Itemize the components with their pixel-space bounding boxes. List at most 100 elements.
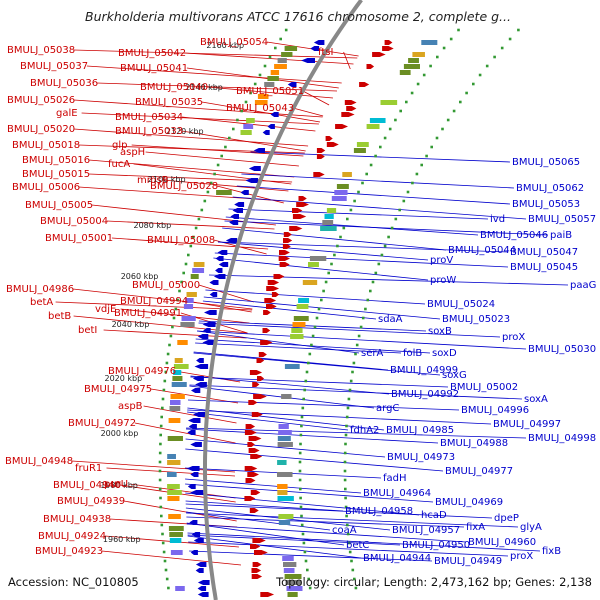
gc-dot [197,217,201,221]
gc-dot [416,82,420,86]
leader-line [187,534,401,546]
leader-line [189,550,433,562]
gc-dot [298,460,302,464]
gene-label-left: BMULJ_05026 [7,95,75,106]
cog-block [281,394,292,399]
gene-label-left: BMULJ_05001 [45,233,113,244]
gc-dot [355,343,359,347]
leader-line [185,478,362,494]
gc-dot [244,100,248,104]
leader-line [189,384,523,400]
gc-dot [298,451,302,455]
gc-dot [380,253,384,257]
gc-dot [394,217,398,221]
cog-block [274,64,287,69]
gene-label-right: BMULJ_05044 [448,245,516,256]
cog-block [287,592,298,597]
leader-line [186,427,527,439]
cog-block [277,442,293,447]
gc-dot [425,154,428,158]
gc-dot [436,55,439,59]
leader-line [186,523,467,543]
gene-arrow [240,190,249,195]
gene-label-right: BMULJ_05057 [528,214,596,225]
gc-dot [472,82,475,86]
gc-dot [174,307,178,311]
gc-dot [304,559,308,563]
gc-dot [299,433,303,437]
gene-arrow [257,376,265,381]
gene-label-left: BMULJ_05028 [150,181,218,192]
gene-arrow [202,340,215,345]
leader-line [73,128,309,147]
gene-arrow [283,238,293,243]
cog-block [170,400,181,405]
gc-dot [171,325,174,329]
gene-arrow [326,142,339,147]
gene-label-left: BMULJ_05036 [30,78,98,89]
cog-block [168,418,181,423]
cog-block [292,322,306,327]
gene-arrow [282,244,291,249]
gene-label-right: BMULJ_04958 [345,506,413,517]
gc-dot [158,451,162,455]
gc-dot [303,388,306,392]
leader-line [190,375,390,395]
gc-dot [410,91,414,95]
gene-arrow [209,292,218,297]
leader-line [250,151,511,163]
gene-label-right: BMULJ_05023 [442,314,510,325]
gc-dot [253,82,257,86]
map-title: Burkholderia multivorans ATCC 17616 chro… [85,9,511,24]
cog-block [254,100,268,105]
leader-line [81,112,319,125]
leader-line [187,409,492,425]
gene-arrow [359,82,370,87]
accession-text: Accession: NC_010805 [8,575,139,589]
cog-block [186,292,197,297]
gene-arrow [225,238,238,243]
gene-label-left: aspH [120,147,145,158]
gc-dot [350,559,353,563]
kbp-tick-label: 1960 kbp [103,535,141,544]
cog-block [167,490,182,495]
cog-block [240,130,252,135]
gene-label-right: proV [430,255,453,266]
gc-dot [182,271,185,275]
leader-line [162,179,289,192]
gc-dot [347,541,351,545]
gc-dot [351,568,355,572]
cog-block [302,280,318,285]
gc-dot [163,379,167,383]
gene-arrow [197,592,209,597]
gene-label-left: BMULJ_05040 [140,82,208,93]
gene-arrow [266,304,277,309]
gene-arrow [244,496,256,501]
gc-dot [406,190,410,194]
gc-dot [298,469,302,473]
cog-block [185,298,194,303]
leader-line [187,532,541,552]
gene-arrow [278,256,290,261]
gc-dot [347,397,351,401]
leader-line [185,500,344,512]
cog-block [298,298,310,303]
gene-label-right: BMULJ_04957 [392,525,460,536]
leader-line [203,296,441,320]
leader-line [55,301,253,311]
gc-dot [162,388,166,392]
cog-block [270,70,280,75]
gc-dot [308,352,312,356]
gc-dot [422,73,426,77]
gc-dot [327,271,330,275]
gene-label-left: purU [104,479,128,490]
gc-dot [449,37,453,41]
cog-block [324,214,334,219]
gc-dot [284,28,288,32]
cog-block [173,370,182,375]
gene-arrow [264,298,277,303]
leader-line [187,535,362,559]
gc-dot [343,451,347,455]
gc-dot [159,505,163,509]
gene-arrow [262,328,271,333]
